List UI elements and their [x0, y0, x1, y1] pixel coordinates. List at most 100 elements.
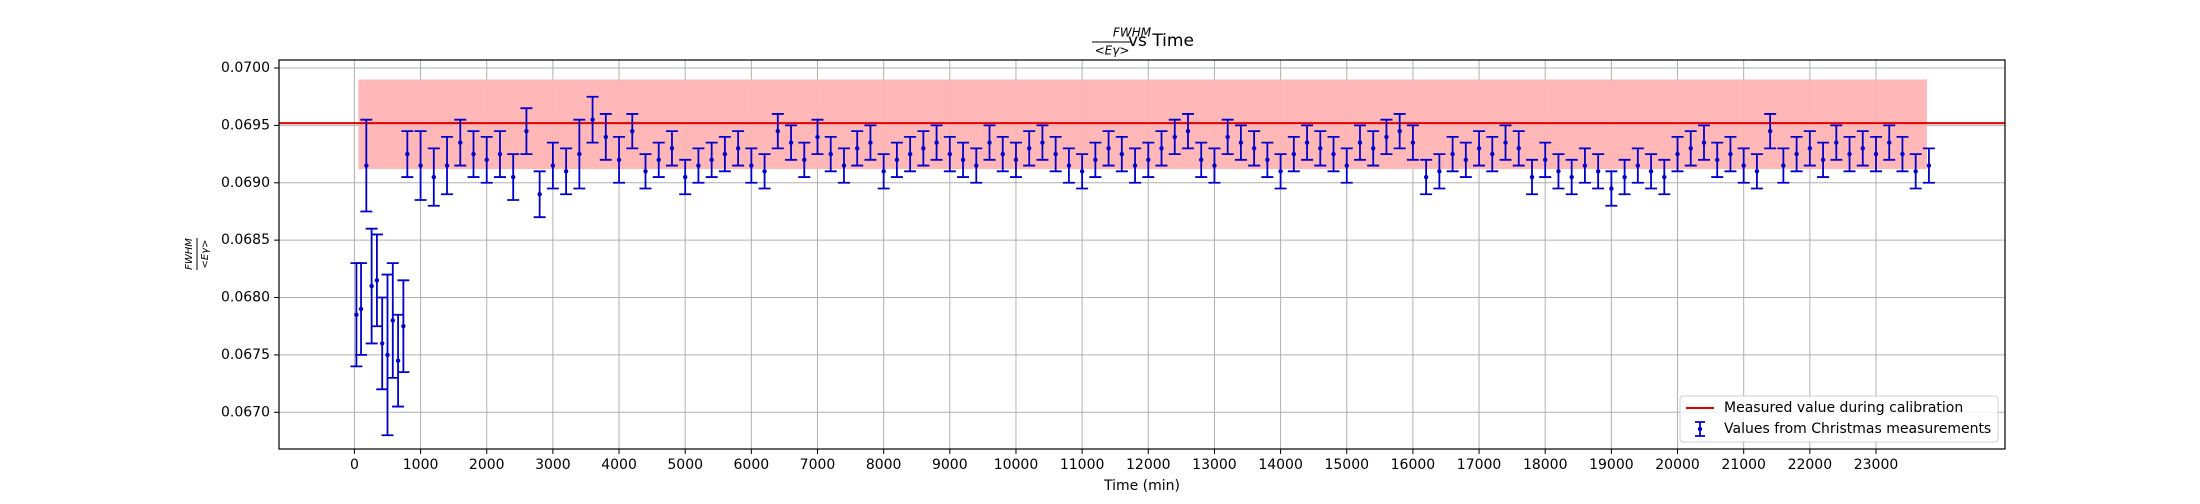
data-point — [1079, 169, 1085, 174]
data-point — [537, 192, 542, 197]
plot-area — [279, 60, 2005, 449]
x-tick-label: 10000 — [994, 457, 1039, 473]
data-point — [1331, 151, 1336, 157]
data-point — [1847, 151, 1852, 157]
data-point — [855, 146, 860, 151]
data-point — [577, 151, 582, 157]
data-point — [1741, 163, 1746, 168]
data-point — [1701, 140, 1707, 145]
data-point — [974, 163, 979, 168]
data-point — [1027, 146, 1032, 151]
data-point — [1132, 163, 1138, 168]
y-tick-label: 0.0675 — [221, 347, 270, 363]
x-tick-label: 4000 — [601, 457, 637, 473]
data-point — [815, 134, 820, 140]
y-tick-label: 0.0680 — [221, 290, 270, 306]
data-point — [603, 134, 609, 140]
data-point — [1503, 140, 1508, 145]
data-point — [1238, 140, 1244, 145]
data-point — [881, 169, 886, 174]
data-point — [1423, 174, 1429, 180]
y-tick-label: 0.0690 — [221, 175, 270, 191]
data-point — [1437, 169, 1442, 174]
data-point — [1476, 146, 1482, 151]
data-point — [1873, 151, 1879, 157]
data-point — [458, 140, 463, 145]
data-point — [643, 169, 648, 174]
data-point — [722, 151, 728, 157]
title-suffix: vs Time — [1128, 31, 1194, 51]
data-point — [907, 151, 913, 157]
data-point — [590, 117, 595, 122]
data-point — [1040, 140, 1045, 145]
data-point — [385, 352, 390, 358]
data-point — [497, 151, 503, 157]
x-tick-label: 6000 — [734, 457, 770, 473]
data-point — [484, 157, 489, 163]
data-point — [762, 169, 767, 174]
data-point — [630, 128, 635, 134]
data-point — [1556, 169, 1561, 174]
data-point — [524, 128, 529, 134]
data-point — [1675, 151, 1680, 157]
data-point — [1490, 151, 1495, 157]
data-point — [1397, 128, 1402, 134]
data-point — [1926, 163, 1932, 168]
y-tick-label: 0.0695 — [221, 117, 270, 133]
data-point — [1053, 151, 1058, 157]
y-tick-label: 0.0670 — [221, 404, 270, 420]
x-tick-label: 2000 — [469, 457, 505, 473]
x-tick-label: 20000 — [1655, 457, 1700, 473]
data-point — [868, 140, 873, 145]
data-point — [1569, 174, 1574, 180]
data-point — [1013, 157, 1019, 163]
x-tick-label: 9000 — [932, 457, 968, 473]
data-point — [1582, 163, 1588, 168]
data-point — [1278, 169, 1283, 174]
data-point — [894, 157, 900, 163]
data-point — [934, 140, 939, 145]
data-point — [921, 146, 926, 151]
data-point — [405, 151, 410, 157]
data-point — [431, 174, 437, 180]
title-numerator: FWHM — [1113, 26, 1152, 40]
data-point — [1304, 140, 1310, 145]
axes-frame — [278, 59, 2006, 450]
data-point — [418, 163, 423, 168]
data-point — [1767, 128, 1773, 134]
y-tick-label: 0.0700 — [221, 60, 270, 76]
data-point — [1172, 134, 1177, 140]
data-point — [960, 157, 966, 163]
x-tick-label: 12000 — [1126, 457, 1171, 473]
x-tick-label: 14000 — [1258, 457, 1303, 473]
data-point — [775, 128, 781, 134]
data-point — [1754, 169, 1760, 174]
data-point — [1860, 146, 1865, 151]
data-point — [444, 163, 450, 168]
y-label-denominator: <Eγ> — [200, 240, 211, 269]
x-tick-label: 15000 — [1324, 457, 1369, 473]
data-point — [1357, 140, 1363, 145]
data-point — [354, 312, 359, 317]
data-point — [1291, 151, 1297, 157]
data-point — [1450, 151, 1455, 157]
x-tick-label: 1000 — [403, 457, 439, 473]
data-point — [947, 151, 953, 157]
title-denominator: <Eγ> — [1095, 44, 1130, 58]
x-tick-label: 23000 — [1854, 457, 1899, 473]
data-point — [1410, 140, 1416, 145]
data-point — [401, 324, 406, 329]
data-point — [364, 163, 369, 168]
data-point — [656, 157, 661, 163]
data-point — [1212, 163, 1217, 168]
x-tick-label: 11000 — [1060, 457, 1105, 473]
x-tick-label: 0 — [350, 457, 359, 473]
data-point — [1635, 163, 1641, 168]
data-point — [471, 151, 476, 157]
data-point — [1093, 157, 1098, 163]
data-point — [1199, 157, 1204, 163]
data-point — [1463, 157, 1469, 163]
data-point — [1265, 157, 1270, 163]
data-point — [1807, 146, 1813, 151]
data-point — [1516, 146, 1521, 151]
